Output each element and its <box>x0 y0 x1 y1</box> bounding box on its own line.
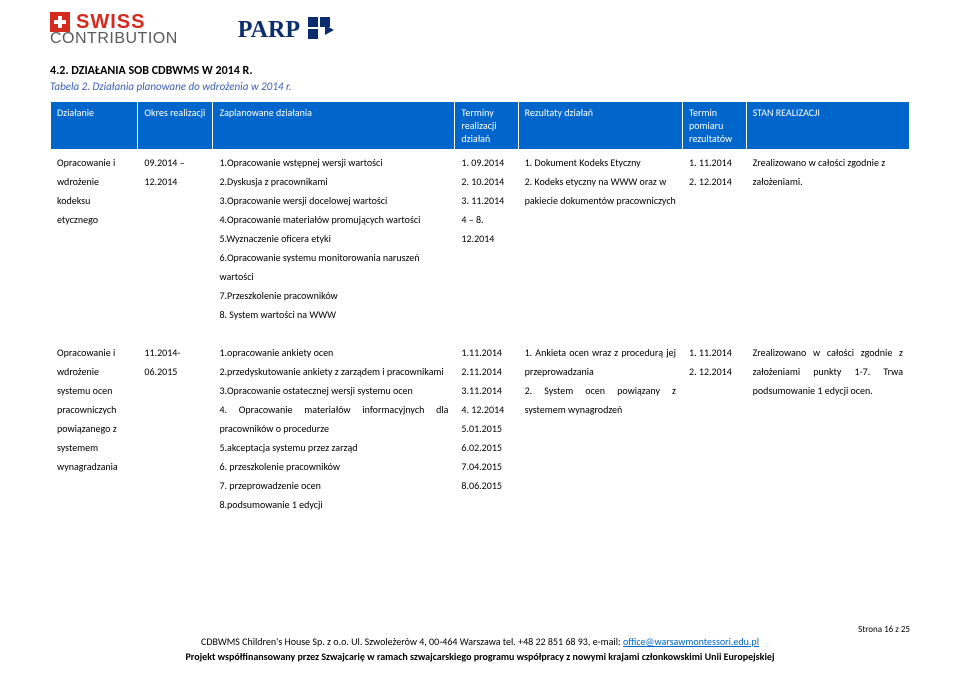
cell-stan: Zrealizowano w całości zgodnie z założen… <box>746 340 909 518</box>
cell-termin: 1. 11.2014 2. 12.2014 <box>683 340 747 518</box>
page-number: Strona 16 z 25 <box>858 624 910 635</box>
footer-line2: Projekt współfinansowany przez Szwajcari… <box>0 650 960 663</box>
cell-terminy: 1. 09.2014 2. 10.2014 3. 11.2014 4 – 8. … <box>455 150 518 328</box>
cell-rezultaty: 1. Dokument Kodeks Etyczny 2. Kodeks ety… <box>518 150 682 328</box>
swiss-text: SWISS <box>76 13 145 31</box>
cell-zaplanowane: 1.opracowanie ankiety ocen 2.przedyskuto… <box>213 340 455 518</box>
row-spacer <box>51 328 910 340</box>
cell-termin: 1. 11.2014 2. 12.2014 <box>683 150 747 328</box>
parp-text: PARP <box>238 17 300 44</box>
content-area: 4.2. DZIAŁANIA SOB CDBWMS W 2014 R. Tabe… <box>0 56 960 526</box>
cell-zaplanowane: 1.Opracowanie wstępnej wersji wartości 2… <box>213 150 455 328</box>
section-title: 4.2. DZIAŁANIA SOB CDBWMS W 2014 R. <box>50 64 910 78</box>
cell-terminy: 1.11.2014 2.11.2014 3.11.2014 4. 12.2014… <box>455 340 518 518</box>
th-terminy: Terminy realizacji działań <box>455 102 518 150</box>
section-subtitle: Tabela 2. Działania planowane do wdrożen… <box>50 80 910 93</box>
table-row: Opracowanie i wdrożenie kodeksu etyczneg… <box>51 150 910 328</box>
table-header-row: Działanie Okres realizacji Zaplanowane d… <box>51 102 910 150</box>
header-logos: SWISS CONTRIBUTION PARP <box>0 0 960 56</box>
parp-icon <box>306 15 336 45</box>
footer-line1: CDBWMS Children's House Sp. z o.o. Ul. S… <box>0 635 960 648</box>
footer: CDBWMS Children's House Sp. z o.o. Ul. S… <box>0 635 960 663</box>
contribution-text: CONTRIBUTION <box>50 30 178 48</box>
logo-parp: PARP <box>238 15 336 45</box>
cell-stan: Zrealizowano w całości zgodnie z założen… <box>746 150 909 328</box>
footer-email-link[interactable]: office@warsawmontessori.edu.pl <box>623 635 759 648</box>
th-rezultaty: Rezultaty działań <box>518 102 682 150</box>
logo-swiss-contribution: SWISS CONTRIBUTION <box>50 12 178 48</box>
cell-rezultaty: 1. Ankieta ocen wraz z procedurą jej prz… <box>518 340 682 518</box>
cell-okres: 09.2014 – 12.2014 <box>138 150 213 328</box>
footer-address: CDBWMS Children's House Sp. z o.o. Ul. S… <box>201 635 623 648</box>
th-okres: Okres realizacji <box>138 102 213 150</box>
cell-dzialanie: Opracowanie i wdrożenie kodeksu etyczneg… <box>51 150 138 328</box>
swiss-cross-icon <box>50 12 70 32</box>
th-termin: Termin pomiaru rezultatów <box>683 102 747 150</box>
cell-okres: 11.2014- 06.2015 <box>138 340 213 518</box>
th-zaplanowane: Zaplanowane działania <box>213 102 455 150</box>
th-dzialanie: Działanie <box>51 102 138 150</box>
th-stan: STAN REALIZACJI <box>746 102 909 150</box>
cell-dzialanie: Opracowanie i wdrożenie systemu ocen pra… <box>51 340 138 518</box>
actions-table: Działanie Okres realizacji Zaplanowane d… <box>50 101 910 518</box>
table-row: Opracowanie i wdrożenie systemu ocen pra… <box>51 340 910 518</box>
